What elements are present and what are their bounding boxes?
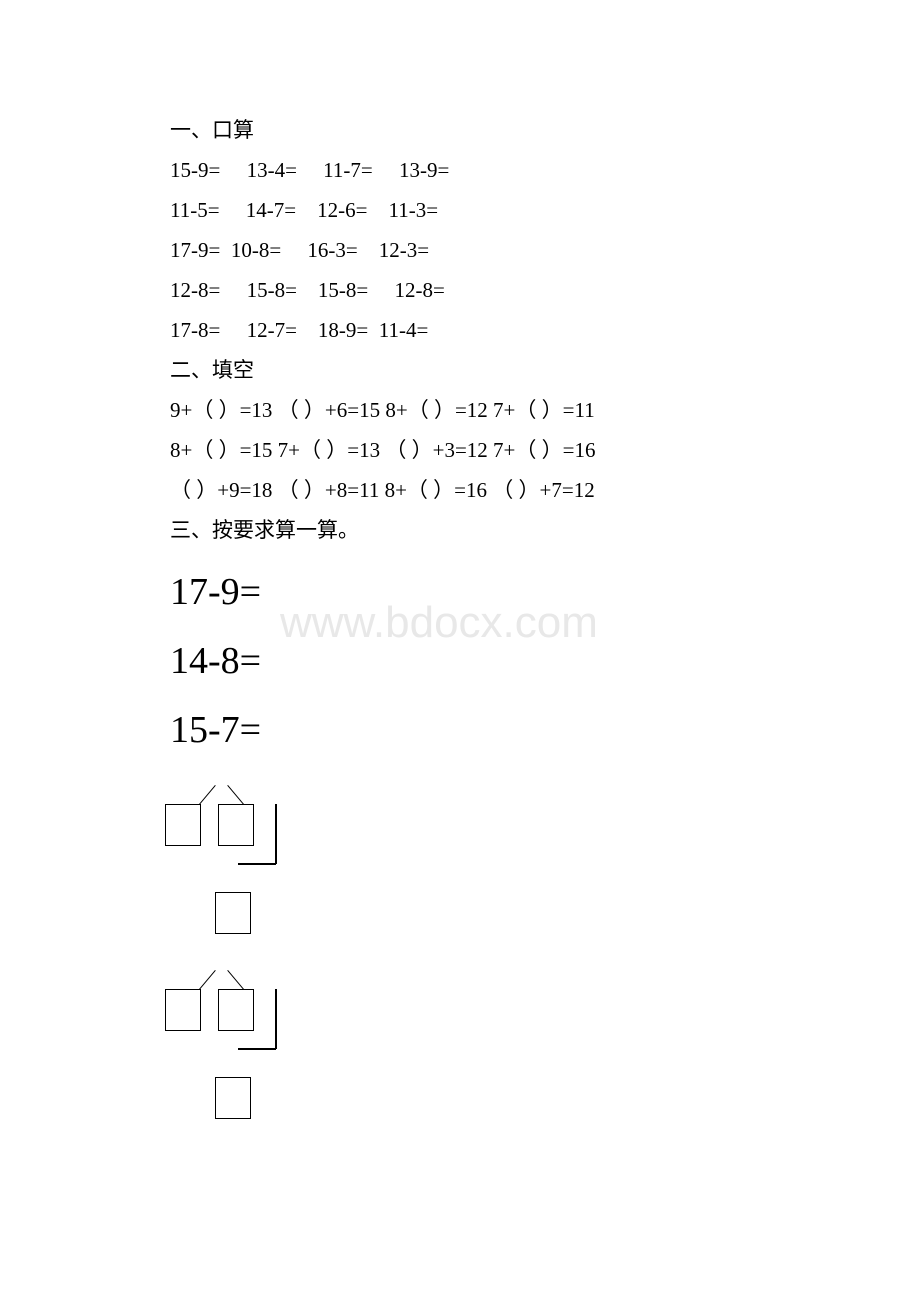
big-expr: 15-7= xyxy=(170,703,920,757)
section3-title: 三、按要求算一算。 xyxy=(170,510,920,550)
split-horiz xyxy=(238,863,276,865)
split-box-left xyxy=(165,804,201,846)
s2-line: 9+（ ）=13 （ ）+6=15 8+（ ）=12 7+（ ）=11 xyxy=(170,390,920,430)
split-diagram xyxy=(170,952,920,1127)
split-vert xyxy=(275,989,277,1049)
section1-title: 一、口算 xyxy=(170,110,920,150)
big-expr: 14-8= xyxy=(170,634,920,688)
split-diagram xyxy=(170,767,920,942)
split-box-result xyxy=(215,892,251,934)
s1-line: 15-9= 13-4= 11-7= 13-9= xyxy=(170,150,920,190)
split-box-right xyxy=(218,989,254,1031)
s1-line: 11-5= 14-7= 12-6= 11-3= xyxy=(170,190,920,230)
s2-line: （ ）+9=18 （ ）+8=11 8+（ ）=16 （ ）+7=12 xyxy=(170,470,920,510)
section2-title: 二、填空 xyxy=(170,350,920,390)
s1-line: 12-8= 15-8= 15-8= 12-8= xyxy=(170,270,920,310)
big-expr: 17-9= xyxy=(170,565,920,619)
split-box-left xyxy=(165,989,201,1031)
split-box-result xyxy=(215,1077,251,1119)
split-box-right xyxy=(218,804,254,846)
split-vert xyxy=(275,804,277,864)
s1-line: 17-8= 12-7= 18-9= 11-4= xyxy=(170,310,920,350)
split-horiz xyxy=(238,1048,276,1050)
s2-line: 8+（ ）=15 7+（ ）=13 （ ）+3=12 7+（ ）=16 xyxy=(170,430,920,470)
s1-line: 17-9= 10-8= 16-3= 12-3= xyxy=(170,230,920,270)
